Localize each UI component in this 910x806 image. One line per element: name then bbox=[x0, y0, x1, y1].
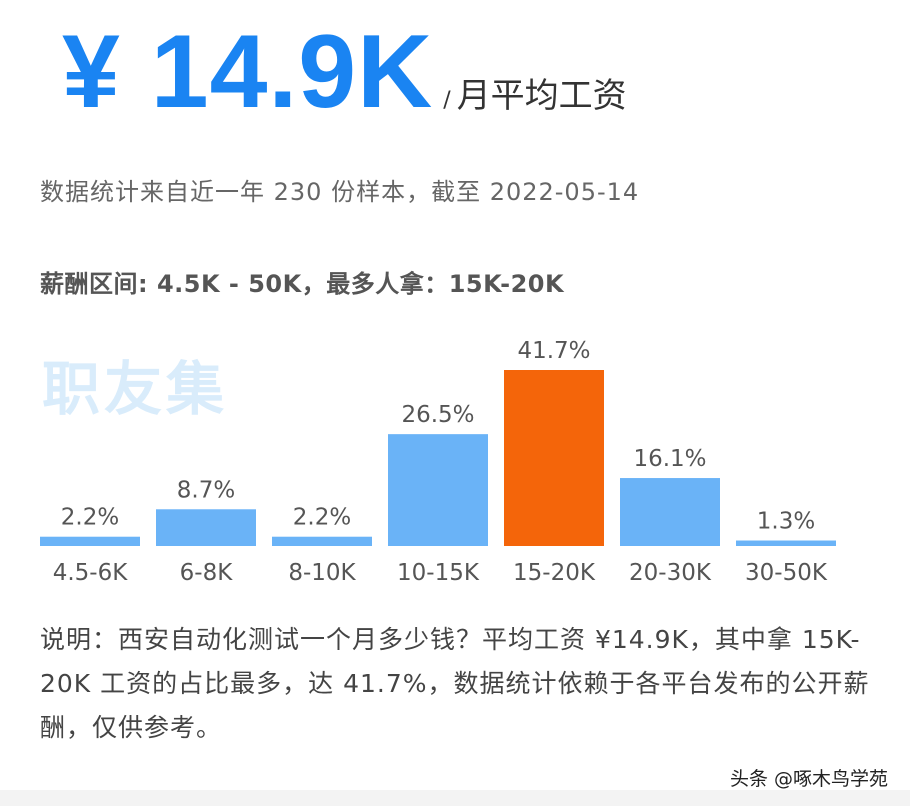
salary-unit-label: / 月平均工资 bbox=[443, 68, 626, 117]
bar-15-20K bbox=[504, 370, 604, 546]
category-label: 6-8K bbox=[180, 560, 234, 586]
bar-value-label: 16.1% bbox=[633, 446, 706, 472]
category-label: 10-15K bbox=[397, 560, 480, 586]
watermark-logo: 职友集 bbox=[42, 355, 229, 423]
bar-value-label: 8.7% bbox=[177, 477, 235, 503]
bar-value-label: 2.2% bbox=[61, 505, 119, 531]
salary-headline: ¥ 14.9K / 月平均工资 bbox=[62, 20, 627, 124]
category-label: 30-50K bbox=[745, 560, 828, 586]
source-credit: 头条 @啄木鸟学苑 bbox=[729, 768, 888, 790]
salary-range-summary: 薪酬区间: 4.5K - 50K，最多人拿：15K-20K bbox=[40, 270, 565, 298]
bar-4.5-6K bbox=[40, 536, 140, 546]
bar-20-30K bbox=[620, 478, 720, 546]
average-salary-value: ¥ 14.9K bbox=[62, 14, 434, 130]
category-label: 15-20K bbox=[513, 560, 596, 586]
bar-value-label: 2.2% bbox=[293, 505, 351, 531]
salary-unit-text: 月平均工资 bbox=[456, 76, 627, 116]
category-label: 4.5-6K bbox=[53, 560, 129, 586]
sample-subtitle: 数据统计来自近一年 230 份样本，截至 2022-05-14 bbox=[40, 178, 640, 206]
salary-slash: / bbox=[443, 88, 451, 113]
bar-30-50K bbox=[736, 540, 836, 546]
bar-value-label: 26.5% bbox=[401, 402, 474, 428]
bar-value-label: 1.3% bbox=[757, 509, 815, 535]
bar-value-label: 41.7% bbox=[517, 338, 590, 364]
bar-8-10K bbox=[272, 536, 372, 546]
category-label: 8-10K bbox=[288, 560, 356, 586]
salary-distribution-chart: 2.2% 4.5-6K 8.7% 6-8K 2.2% 8-10K 26.5% 10-15K 41… bbox=[40, 338, 836, 586]
bar-6-8K bbox=[156, 509, 256, 546]
explanation-note: 说明：西安自动化测试一个月多少钱？平均工资 ¥14.9K，其中拿 15K-20K… bbox=[40, 625, 870, 742]
category-label: 20-30K bbox=[629, 560, 712, 586]
bar-10-15K bbox=[388, 434, 488, 546]
